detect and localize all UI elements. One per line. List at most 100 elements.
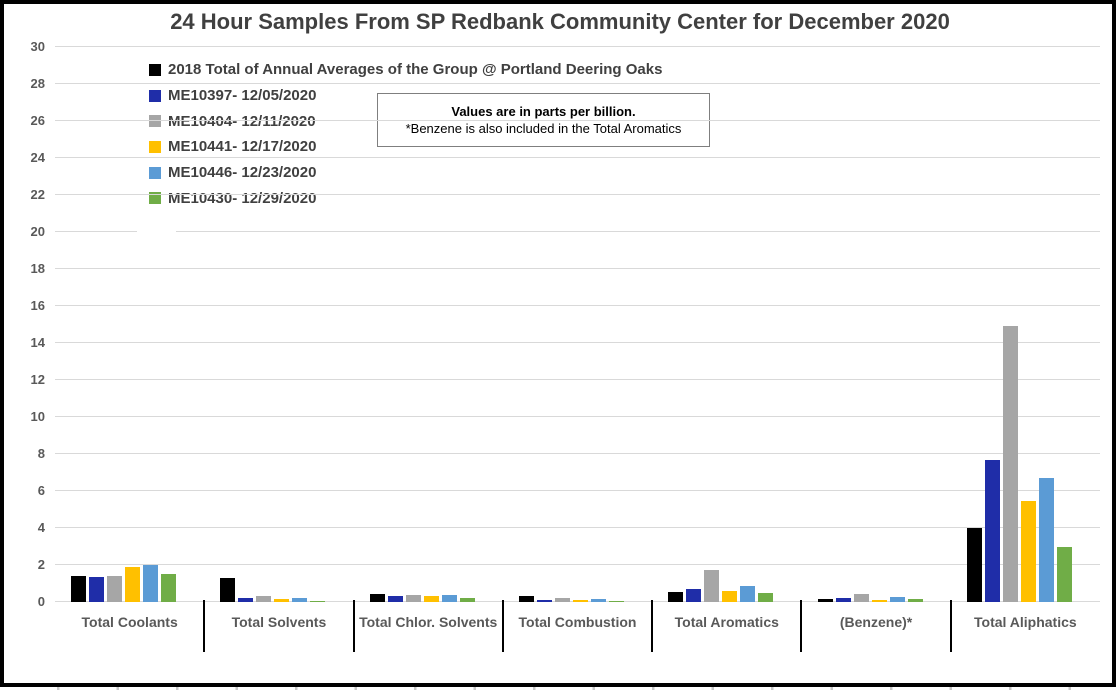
- bar: [1038, 478, 1054, 602]
- y-axis-tick-label: 10: [30, 409, 45, 424]
- category-separator: [800, 600, 803, 652]
- gridline: [55, 268, 1100, 269]
- chart-title: 24 Hour Samples From SP Redbank Communit…: [170, 9, 950, 34]
- category-label: Total Aliphatics: [974, 614, 1077, 630]
- bar-group: [198, 47, 347, 602]
- bar: [686, 589, 702, 602]
- bar: [608, 600, 624, 602]
- legend-item: ME10441- 12/17/2020: [149, 134, 662, 160]
- bar: [907, 599, 923, 602]
- gridline: [55, 46, 1100, 47]
- bar: [292, 598, 308, 602]
- gridline: [55, 120, 1100, 121]
- legend-swatch-icon: [149, 166, 161, 179]
- y-axis-tick-label: 30: [30, 39, 45, 54]
- legend-swatch-icon: [149, 192, 161, 205]
- legend-item: ME10404- 12/11/2020: [149, 108, 662, 134]
- bar: [1056, 546, 1072, 602]
- gridline: [55, 157, 1100, 158]
- bar: [387, 596, 403, 602]
- plot-area: [55, 46, 1100, 602]
- bar: [143, 565, 159, 602]
- y-axis-tick-label: 8: [37, 446, 45, 461]
- category-separator: [352, 600, 355, 652]
- bar-group: [795, 47, 944, 602]
- y-axis-labels: 0 2 4 6 8 10 12 14 16 18 20 22 24 26 28 30: [8, 39, 45, 609]
- bar: [107, 576, 123, 602]
- worksheet-strip: [0, 687, 1119, 690]
- bar: [71, 576, 87, 602]
- bar: [161, 574, 177, 602]
- gridline-gap-artifact: [137, 231, 176, 234]
- bar: [889, 597, 905, 602]
- legend-swatch-icon: [149, 140, 161, 153]
- y-axis-tick-label: 2: [37, 557, 45, 572]
- gridline: [55, 194, 1100, 195]
- bar: [722, 590, 738, 602]
- y-axis-tick-label: 20: [30, 224, 45, 239]
- gridline: [55, 453, 1100, 454]
- bar: [572, 600, 588, 602]
- gridline: [55, 527, 1100, 528]
- y-axis-tick-label: 26: [30, 113, 45, 128]
- category-label: Total Coolants: [81, 614, 178, 630]
- legend-item-label: ME10446- 12/23/2020: [168, 164, 317, 182]
- bar: [554, 598, 570, 602]
- bar: [423, 595, 439, 602]
- legend: 2018 Total of Annual Averages of the Gro…: [149, 57, 662, 211]
- bar: [220, 577, 236, 602]
- category-separator: [651, 600, 654, 652]
- y-axis-tick-label: 22: [30, 187, 45, 202]
- bar: [89, 577, 105, 602]
- bar: [274, 599, 290, 602]
- bar: [459, 598, 475, 602]
- legend-item: 2018 Total of Annual Averages of the Gro…: [149, 57, 662, 83]
- bar: [518, 596, 534, 602]
- bar: [1020, 501, 1036, 602]
- category-label: Total Solvents: [231, 614, 327, 630]
- bar: [536, 600, 552, 602]
- bar: [668, 591, 684, 602]
- category-label: (Benzene)*: [839, 614, 913, 630]
- legend-swatch-icon: [149, 89, 161, 102]
- legend-item-label: ME10397- 12/05/2020: [168, 87, 317, 105]
- gridline: [55, 305, 1100, 306]
- gridline: [55, 490, 1100, 491]
- bar: [740, 586, 756, 602]
- gridline: [55, 564, 1100, 565]
- bar: [835, 598, 851, 602]
- bar-group: [348, 47, 497, 602]
- category-separator: [501, 600, 504, 652]
- bar: [984, 459, 1000, 602]
- y-axis-tick-label: 14: [30, 335, 45, 350]
- bar: [817, 599, 833, 602]
- bar: [758, 592, 774, 602]
- y-axis-tick-label: 12: [30, 372, 45, 387]
- legend-item-label: ME10404- 12/11/2020: [168, 112, 316, 130]
- bar: [405, 594, 421, 602]
- bar: [853, 593, 869, 602]
- category-label: Total Combustion: [518, 614, 637, 630]
- bar: [871, 600, 887, 602]
- legend-item: ME10446- 12/23/2020: [149, 160, 662, 186]
- bar: [590, 599, 606, 602]
- bar: [256, 595, 272, 602]
- gridline: [55, 231, 1100, 232]
- legend-swatch-icon: [149, 115, 161, 128]
- y-axis-tick-label: 0: [37, 594, 45, 609]
- category-separator: [949, 600, 952, 652]
- category-separator: [203, 600, 206, 652]
- bar: [238, 598, 254, 602]
- gridline: [55, 342, 1100, 343]
- bar: [704, 569, 720, 602]
- y-axis-tick-label: 28: [30, 76, 45, 91]
- gridline: [55, 416, 1100, 417]
- gridline: [55, 379, 1100, 380]
- bar-group: [945, 47, 1094, 602]
- note-line-2: *Benzene is also included in the Total A…: [405, 121, 682, 136]
- legend-swatch-icon: [149, 63, 161, 76]
- bar-group: [497, 47, 646, 602]
- y-axis-tick-label: 18: [30, 261, 45, 276]
- bar: [310, 601, 326, 602]
- bar-group: [49, 47, 198, 602]
